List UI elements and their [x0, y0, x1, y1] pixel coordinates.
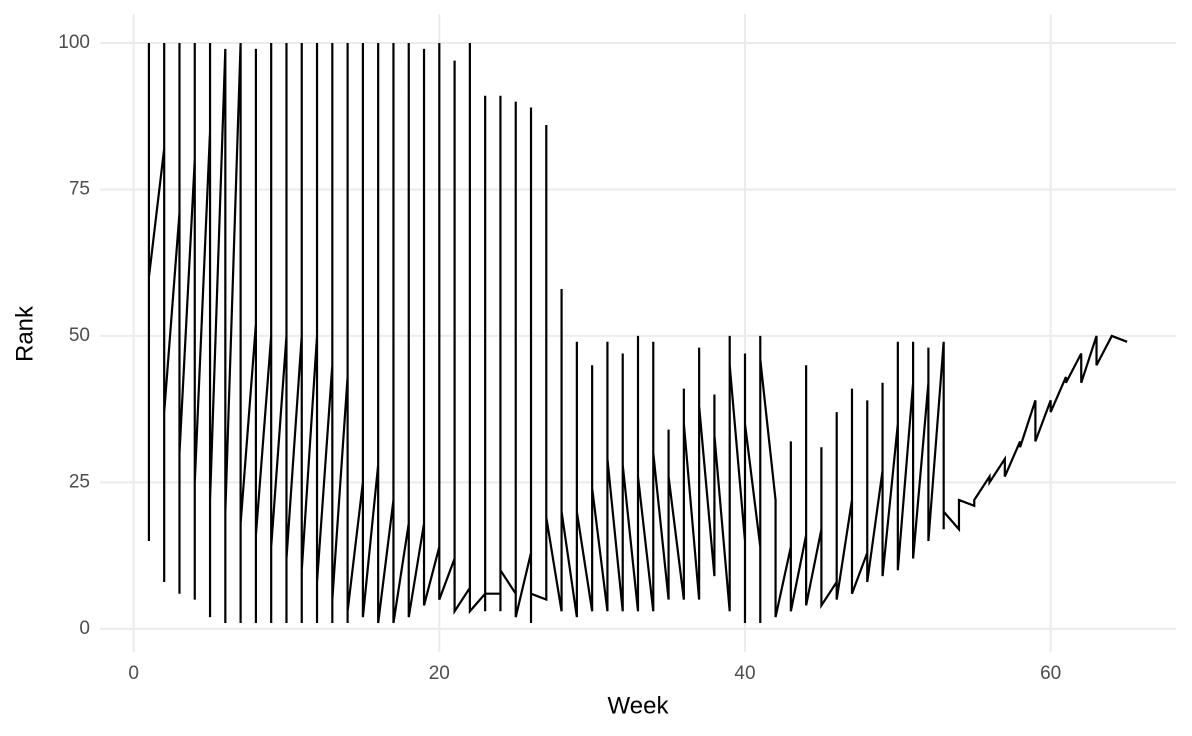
x-tick-label: 0 [128, 663, 139, 684]
y-tick-label: 50 [69, 325, 90, 346]
y-tick-label: 100 [58, 32, 90, 53]
x-tick-label: 60 [1040, 663, 1061, 684]
y-tick-label: 75 [69, 178, 90, 199]
y-axis-title: Rank [11, 305, 38, 362]
data-line [147, 42, 1128, 624]
x-tick-label: 20 [429, 663, 450, 684]
x-axis-title: Week [608, 692, 670, 719]
y-tick-label: 0 [79, 618, 90, 639]
y-tick-label: 25 [69, 471, 90, 492]
x-tick-label: 40 [734, 663, 755, 684]
